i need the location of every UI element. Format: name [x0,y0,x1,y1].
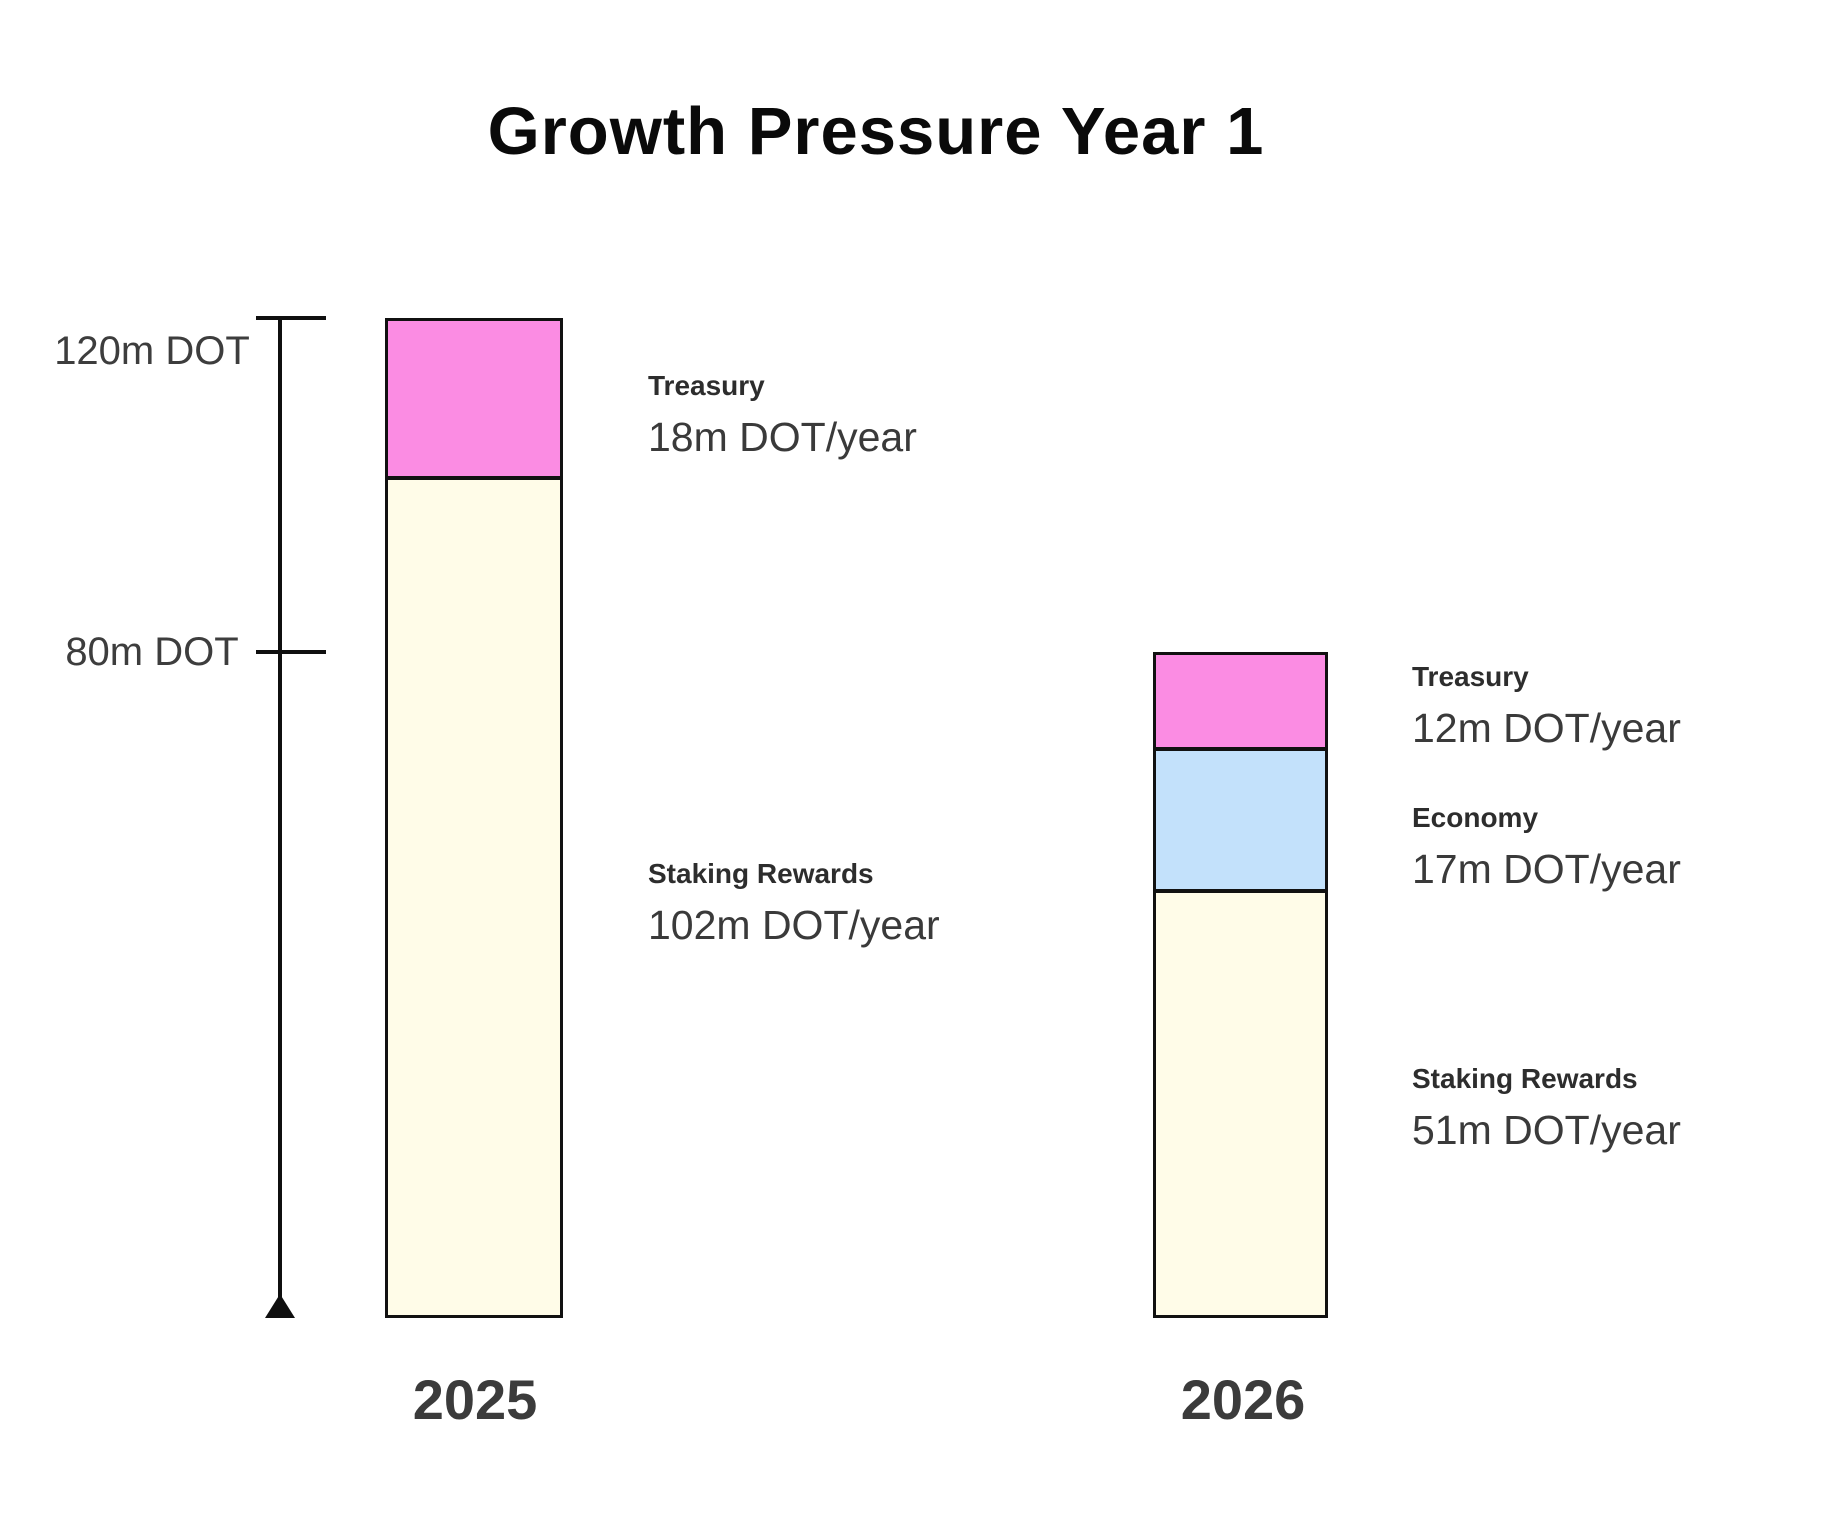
annotation-2025-staking-rewards: Staking Rewards 102m DOT/year [648,857,940,949]
y-axis-tick-80m [256,650,326,654]
x-axis-label-2026: 2026 [1180,1368,1306,1431]
bar-2025 [385,318,563,1318]
bar-2025-segment-treasury [388,321,560,480]
y-axis-tick-120m [256,316,326,320]
bar-2026-segment-economy [1156,751,1325,893]
annotation-2026-economy: Economy 17m DOT/year [1412,801,1681,893]
annotation-title: Treasury [1412,661,1529,692]
annotation-value: 12m DOT/year [1412,705,1681,751]
annotation-value: 102m DOT/year [648,902,940,948]
annotation-title: Staking Rewards [1412,1063,1638,1094]
annotation-title: Staking Rewards [648,858,874,889]
annotation-title: Treasury [648,370,765,401]
annotation-2026-treasury: Treasury 12m DOT/year [1412,660,1681,752]
bar-2026 [1153,652,1328,1318]
bar-2026-segment-treasury [1156,655,1325,751]
annotation-value: 17m DOT/year [1412,846,1681,892]
bar-2026-segment-staking-rewards [1156,893,1325,1315]
y-axis-line [278,318,282,1300]
y-axis-label-80m: 80m DOT [65,630,239,674]
axis-arrowhead-icon [265,1294,295,1318]
y-axis-label-120m: 120m DOT [54,329,250,373]
annotation-value: 18m DOT/year [648,414,917,460]
annotation-2026-staking-rewards: Staking Rewards 51m DOT/year [1412,1062,1681,1154]
chart-title: Growth Pressure Year 1 [487,94,1265,169]
annotation-2025-treasury: Treasury 18m DOT/year [648,369,917,461]
annotation-value: 51m DOT/year [1412,1107,1681,1153]
annotation-title: Economy [1412,802,1539,833]
x-axis-label-2025: 2025 [412,1368,538,1431]
bar-2025-segment-staking-rewards [388,480,560,1315]
